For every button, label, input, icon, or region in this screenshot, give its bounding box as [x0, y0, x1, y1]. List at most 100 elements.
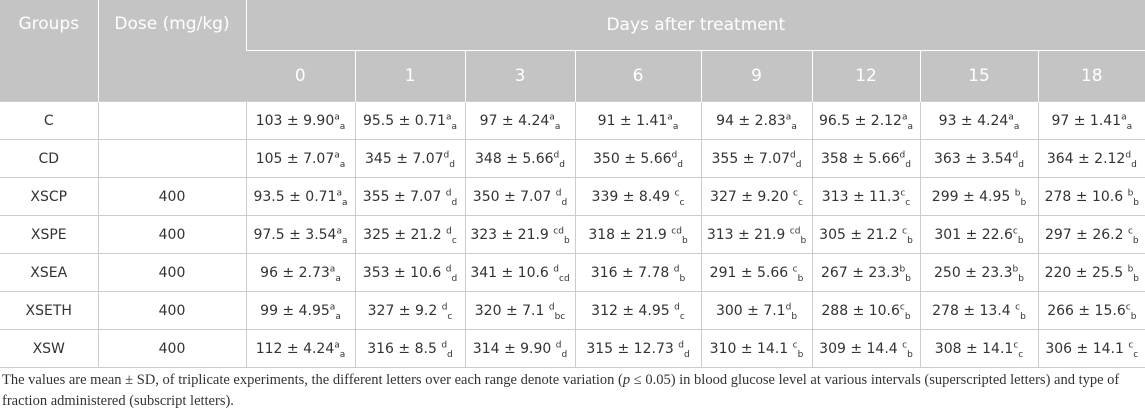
cell-value: 363 ± 3.54	[934, 150, 1013, 167]
superscript: a	[336, 225, 342, 236]
group-cell: XSCP	[0, 177, 99, 216]
superscript: a	[1008, 111, 1014, 122]
superscript: d	[555, 339, 562, 350]
superscript: a	[549, 111, 555, 122]
value-cell: 350 ± 5.66dd	[574, 139, 702, 178]
subscript: c	[679, 197, 685, 208]
value-cell: 103 ± 9.90aa	[245, 101, 356, 140]
cell-value: 364 ± 2.12	[1046, 150, 1126, 167]
value-cell: 363 ± 3.54dd	[919, 139, 1039, 178]
superscript: d	[548, 301, 555, 312]
cell-value: 267 ± 23.3	[821, 264, 900, 281]
cell-value: 297 ± 26.2	[1044, 226, 1128, 243]
value-cell: 112 ± 4.24aa	[245, 329, 356, 368]
value-cell: 348 ± 5.66dd	[464, 139, 576, 178]
subscript: d	[451, 273, 458, 284]
cell-value: 97 ± 4.24	[479, 112, 550, 129]
value-cell: 358 ± 5.66dd	[811, 139, 921, 178]
header-cell: 1	[354, 50, 465, 102]
subscript: d	[1131, 159, 1137, 170]
subscript: a	[1013, 121, 1020, 132]
header-row: 0 1 3 6 9 12 15 18	[0, 50, 1145, 102]
superscript: d	[445, 263, 452, 274]
superscript: d	[555, 187, 562, 198]
cell-value: 112 ± 4.24	[255, 340, 335, 357]
header-cell: 15	[919, 50, 1038, 102]
superscript: d	[553, 263, 560, 274]
value-cell: 299 ± 4.95 bb	[919, 177, 1039, 216]
table-row: XSCP 400 93.5 ± 0.71aa 355 ± 7.07 dd 350 ± 7…	[0, 177, 1145, 216]
value-cell: 355 ± 7.07 dd	[354, 177, 466, 216]
superscript: d	[678, 339, 684, 350]
cell-value: 348 ± 5.66	[475, 150, 554, 167]
superscript: b	[1012, 263, 1019, 274]
table-row: XSETH 400 99 ± 4.95aa 327 ± 9.2 dc 320 ± 7.1…	[0, 291, 1145, 330]
value-cell: 316 ± 8.5 dd	[354, 329, 466, 368]
value-cell: 306 ± 14.1 cc	[1037, 329, 1145, 368]
value-cell: 96 ± 2.73aa	[245, 253, 356, 292]
subscript: b	[797, 273, 804, 284]
superscript: cd	[789, 225, 801, 236]
superscript: d	[446, 225, 452, 236]
subscript: d	[451, 197, 458, 208]
subscript: b	[905, 273, 911, 284]
subscript: d	[677, 159, 683, 170]
subscript: d	[559, 159, 565, 170]
superscript: a	[1121, 111, 1127, 122]
cell-value: 318 ± 21.9	[588, 226, 672, 243]
cell-value: 327 ± 9.20	[710, 188, 794, 205]
value-cell: 278 ± 13.4 cb	[919, 291, 1039, 330]
table-row: C 103 ± 9.90aa 95.5 ± 0.71aa 97 ± 4.24aa 91 …	[0, 101, 1145, 140]
superscript: a	[329, 301, 336, 312]
superscript: a	[901, 111, 908, 122]
cell-value: 355 ± 7.07	[711, 150, 791, 167]
cell-value: 95.5 ± 0.71	[362, 112, 446, 129]
cell-value: 300 ± 7.1	[715, 302, 786, 319]
cell-value: 96 ± 2.73	[260, 264, 330, 281]
superscript: c	[793, 187, 798, 198]
value-cell: 220 ± 25.5 bb	[1037, 253, 1145, 292]
superscript: c	[1013, 339, 1019, 350]
value-cell: 327 ± 9.2 dc	[354, 291, 466, 330]
cell-value: 358 ± 5.66	[821, 150, 900, 167]
footnote-text: ≤ 0.05) in blood glucose level at variou…	[2, 372, 1120, 409]
cell-value: 323 ± 21.9	[470, 226, 554, 243]
subscript: d	[447, 349, 453, 360]
subscript: a	[339, 349, 346, 360]
group-cell: XSPE	[0, 215, 99, 254]
cell-value: 93 ± 4.24	[938, 112, 1009, 129]
subscript: d	[683, 349, 690, 360]
cell-value: 105 ± 7.07	[255, 150, 335, 167]
cell-value: 313 ± 21.9	[706, 226, 790, 243]
cell-value: 327 ± 9.2	[367, 302, 442, 319]
subscript: d	[561, 349, 568, 360]
subscript: b	[907, 349, 913, 360]
value-cell: 320 ± 7.1 dbc	[464, 291, 576, 330]
table-body: C 103 ± 9.90aa 95.5 ± 0.71aa 97 ± 4.24aa 91 …	[0, 101, 1145, 368]
value-cell: 350 ± 7.07 dd	[464, 177, 576, 216]
value-cell: 316 ± 7.78 db	[574, 253, 702, 292]
subscript: c	[797, 197, 803, 208]
value-cell: 308 ± 14.1cc	[919, 329, 1039, 368]
superscript: a	[329, 263, 336, 274]
value-cell: 339 ± 8.49 cc	[574, 177, 702, 216]
subscript: a	[907, 121, 913, 132]
subscript: b	[1020, 197, 1027, 208]
value-cell: 310 ± 14.1 cb	[700, 329, 813, 368]
subscript: b	[800, 235, 807, 246]
value-cell: 96.5 ± 2.12aa	[811, 101, 921, 140]
superscript: c	[792, 263, 798, 274]
value-cell: 305 ± 21.2 cb	[811, 215, 921, 254]
cell-value: 91 ± 1.41	[597, 112, 668, 129]
subscript: b	[904, 311, 911, 322]
superscript: d	[790, 149, 796, 160]
cell-value: 301 ± 22.6	[934, 226, 1013, 243]
value-cell: 341 ± 10.6 dcd	[464, 253, 576, 292]
subscript: b	[1133, 273, 1140, 284]
subscript: a	[339, 159, 346, 170]
value-cell: 291 ± 5.66 cb	[700, 253, 813, 292]
value-cell: 327 ± 9.20 cc	[700, 177, 813, 216]
superscript: cd	[553, 225, 564, 236]
cell-value: 325 ± 21.2	[363, 226, 447, 243]
